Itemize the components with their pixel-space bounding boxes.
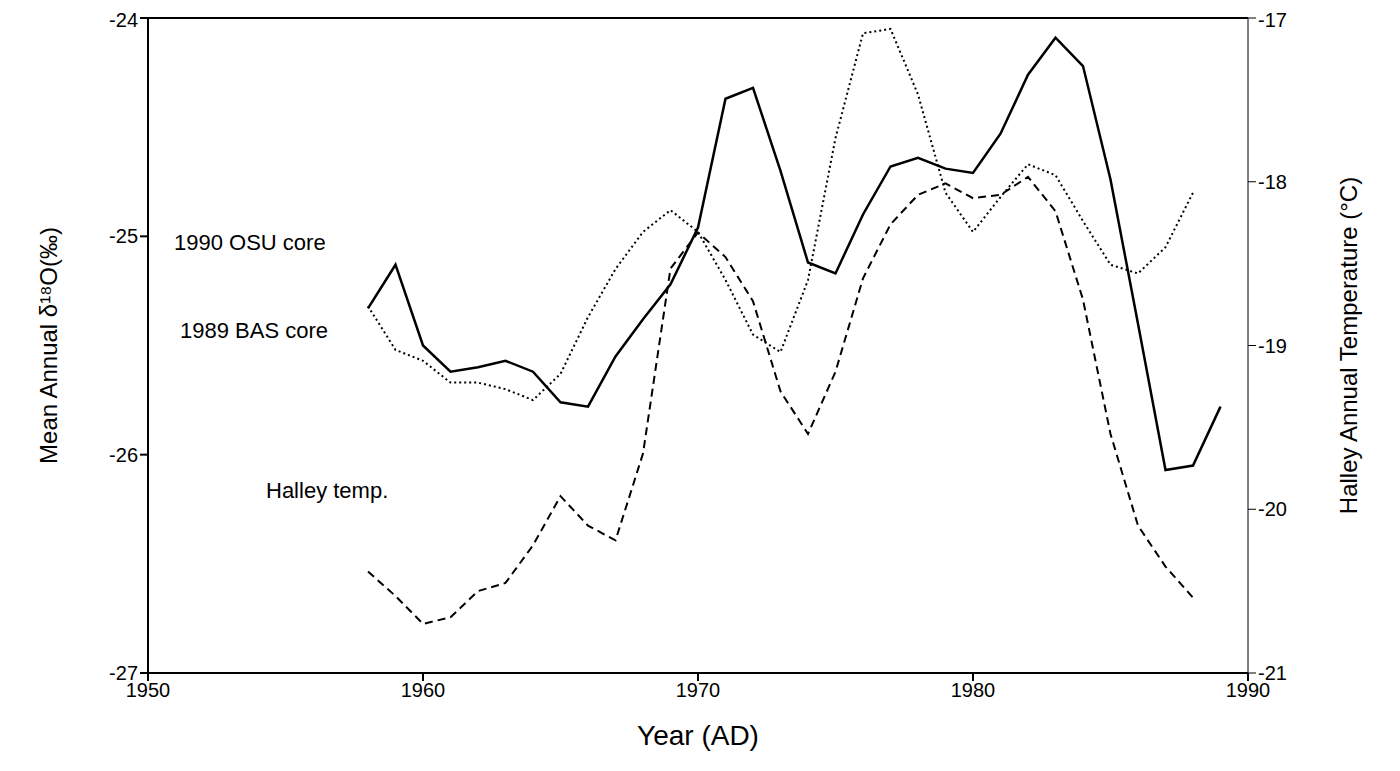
svg-text:-27: -27	[109, 662, 138, 684]
svg-text:-17: -17	[1258, 9, 1287, 31]
svg-text:Halley Annual Temperature (°C): Halley Annual Temperature (°C)	[1335, 177, 1362, 514]
svg-text:1950: 1950	[125, 679, 171, 702]
html-text:1989 BAS core: 1989 BAS core	[180, 318, 328, 343]
html-text:1990 OSU core: 1990 OSU core	[174, 230, 326, 255]
svg-text:Mean Annual δ¹⁸O(‰): Mean Annual δ¹⁸O(‰)	[35, 227, 62, 464]
svg-text:Year (AD): Year (AD)	[637, 720, 759, 751]
svg-text:1990: 1990	[1225, 679, 1271, 702]
svg-text:1960: 1960	[401, 679, 446, 701]
svg-text:-18: -18	[1258, 171, 1287, 193]
svg-text:-24: -24	[109, 9, 138, 31]
svg-text:-26: -26	[109, 444, 138, 466]
svg-text:-20: -20	[1258, 498, 1287, 520]
html-text:Halley temp.: Halley temp.	[266, 478, 389, 503]
svg-text:-21: -21	[1258, 662, 1287, 684]
svg-text:1970: 1970	[676, 679, 721, 701]
svg-text:-19: -19	[1258, 335, 1287, 357]
svg-text:-25: -25	[109, 225, 138, 247]
svg-text:1980: 1980	[951, 679, 996, 701]
